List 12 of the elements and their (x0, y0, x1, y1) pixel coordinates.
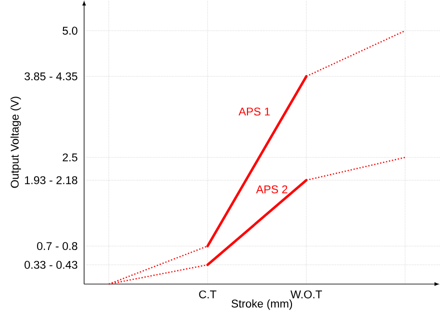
y-tick-label: 2.5 (62, 154, 78, 162)
y-axis-title: Output Voltage (V) (10, 96, 21, 188)
x-tick-label: W.O.T (290, 290, 322, 299)
series-label: APS 2 (256, 186, 288, 194)
x-axis-title: Stroke (mm) (232, 299, 292, 310)
y-tick-label: 0.7 - 0.8 (37, 242, 78, 250)
y-tick-label: 3.85 - 4.35 (24, 72, 78, 80)
x-tick-label: C.T (199, 290, 216, 299)
y-tick-label: 1.93 - 2.18 (25, 176, 78, 184)
y-tick-label: 0.33 - 0.43 (24, 260, 78, 269)
series-label: APS 1 (238, 108, 270, 116)
y-tick-label: 5.0 (62, 26, 78, 35)
